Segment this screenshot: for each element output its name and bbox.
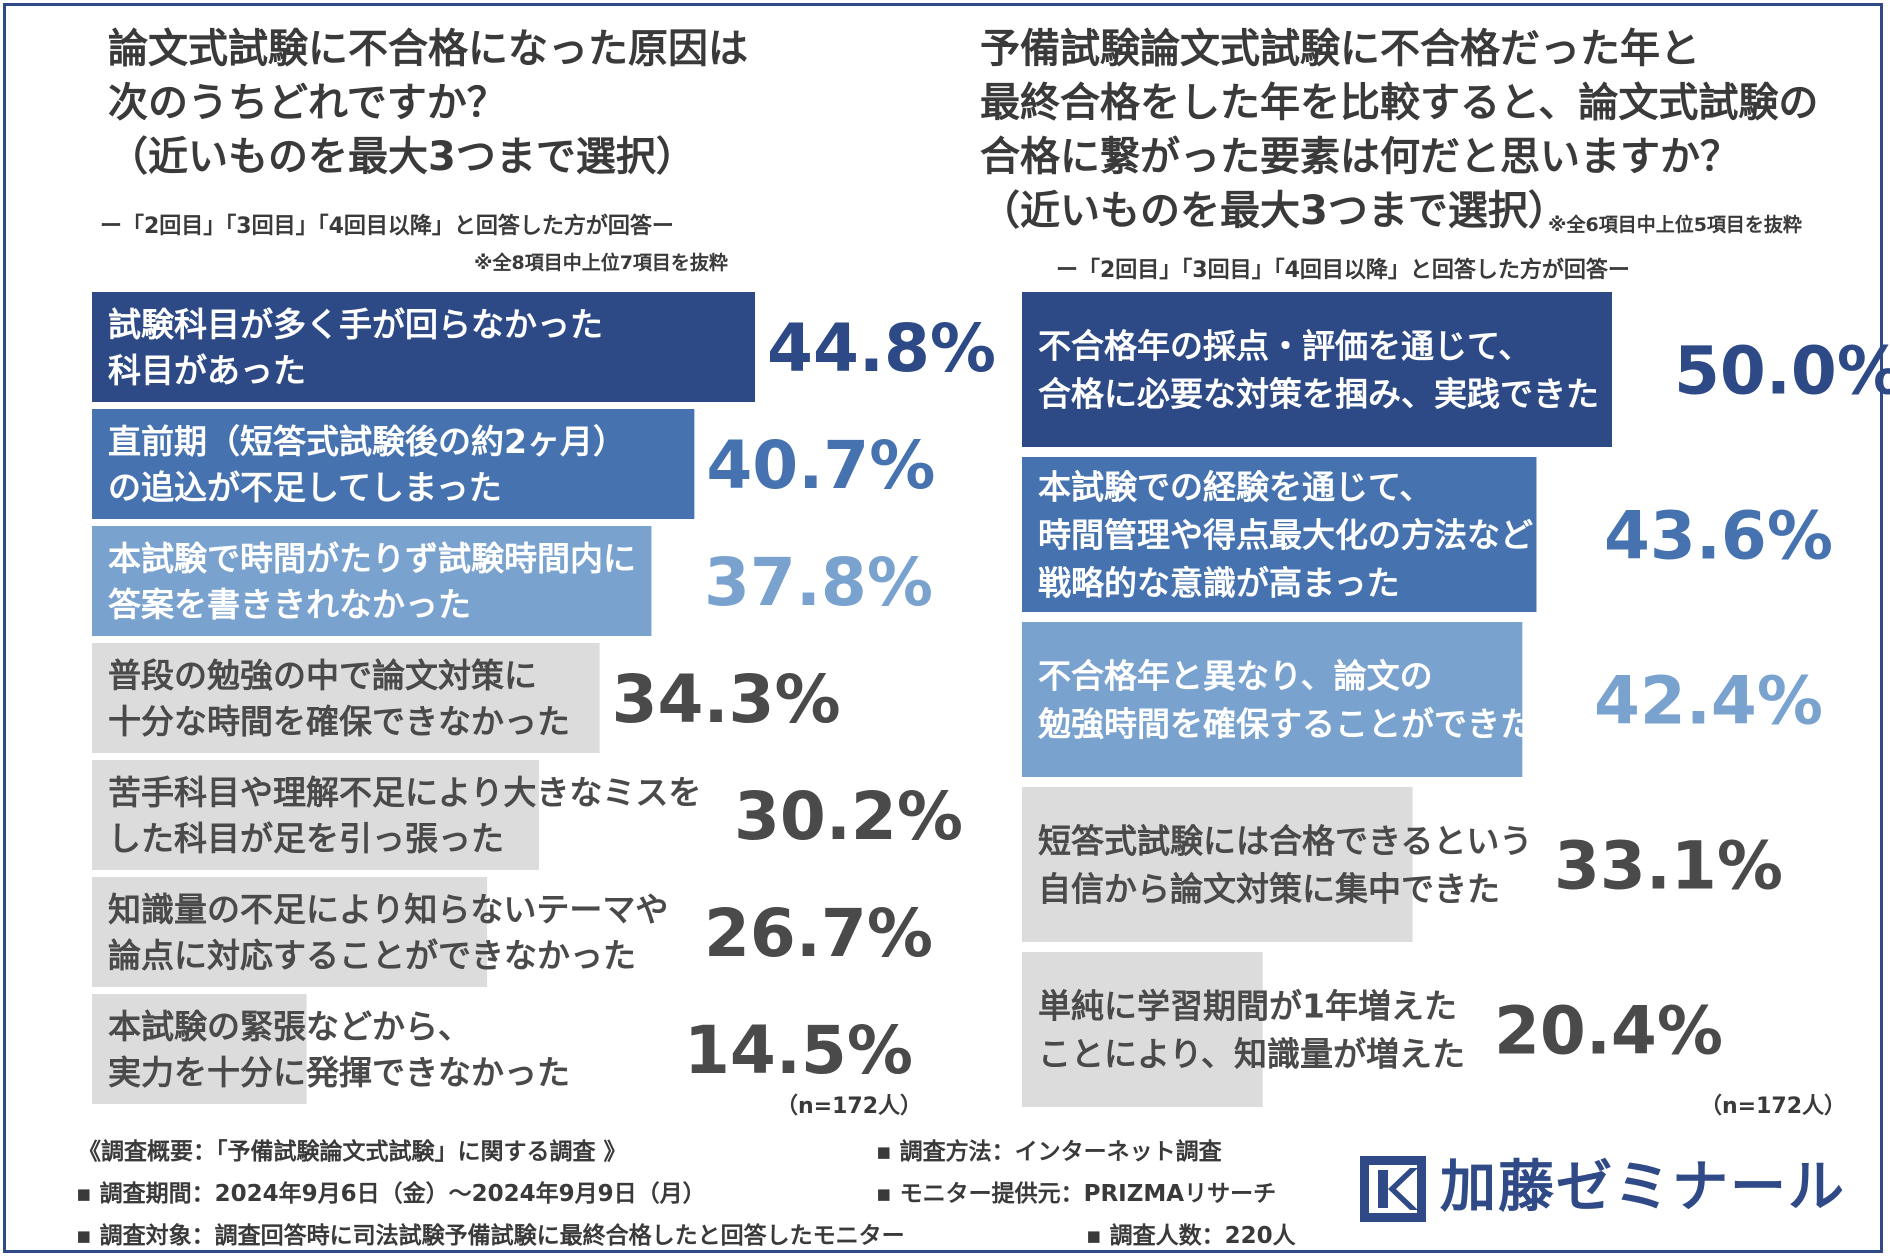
right-chart-subtitle: ー「2回目」「3回目」「4回目以降」と回答した方が回答ー xyxy=(1056,258,1630,283)
bar-2 xyxy=(92,409,695,519)
bar-5 xyxy=(92,760,539,870)
bar-value-4: 34.3% xyxy=(612,661,841,738)
bar-value-1: 44.8% xyxy=(767,310,996,387)
left-chart-note: ※全8項目中上位7項目を抜粋 xyxy=(474,252,728,274)
bar-7 xyxy=(92,994,307,1104)
bar-5 xyxy=(1022,952,1263,1107)
bar-label-2-line-2: 時間管理や得点最大化の方法など xyxy=(1038,516,1533,555)
survey-summary: 《調査概要：「予備試験論文式試験」に関する調査 》 xyxy=(78,1139,627,1165)
bar-1 xyxy=(92,292,756,402)
survey-count: ▪ 調査人数：220人 xyxy=(1086,1223,1296,1249)
bar-label-3-line-1: 本試験で時間がたりず試験時間内に xyxy=(108,539,636,578)
bar-value-5: 20.4% xyxy=(1494,993,1723,1070)
bar-4 xyxy=(1022,787,1413,942)
bar-6 xyxy=(92,877,488,987)
bar-value-5: 30.2% xyxy=(734,778,963,855)
bar-label-3-line-2: 勉強時間を確保することができた xyxy=(1037,705,1533,744)
right-bar-chart: 不合格年の採点・評価を通じて、合格に必要な対策を掴み、実践できた 50.0% 本試験… xyxy=(1022,292,1890,1107)
bar-label-1-line-2: 科目があった xyxy=(108,351,306,390)
bar-label-1-line-2: 合格に必要な対策を掴み、実践できた xyxy=(1038,375,1599,414)
bar-value-6: 26.7% xyxy=(704,895,933,972)
survey-monitor: ▪ モニター提供元：PRIZMAリサーチ xyxy=(876,1181,1277,1207)
bar-3 xyxy=(92,526,652,636)
bar-label-3-line-2: 答案を書ききれなかった xyxy=(108,585,471,624)
bar-label-7-line-1: 本試験の緊張などから、 xyxy=(108,1007,471,1046)
bar-label-1-line-1: 試験科目が多く手が回らなかった xyxy=(108,305,603,344)
bar-value-4: 33.1% xyxy=(1554,828,1783,905)
survey-method: ▪ 調査方法：インターネット調査 xyxy=(876,1139,1222,1165)
bar-value-1: 50.0% xyxy=(1674,333,1890,410)
bar-label-6-line-1: 知識量の不足により知らないテーマや xyxy=(108,890,668,929)
bar-label-5-line-1: 苦手科目や理解不足により大きなミスを xyxy=(108,773,701,812)
frame-border xyxy=(3,3,1883,1253)
left-chart-subtitle: ー「2回目」「3回目」「4回目以降」と回答した方が回答ー xyxy=(100,214,674,239)
kato-seminar-logo-icon xyxy=(1360,1156,1426,1222)
bar-1 xyxy=(1022,292,1612,447)
bar-label-4-line-2: 自信から論文対策に集中できた xyxy=(1038,870,1500,909)
right-chart-note: ※全6項目中上位5項目を抜粋 xyxy=(1548,214,1802,236)
survey-target: ▪ 調査対象：調査回答時に司法試験予備試験に最終合格したと回答したモニター xyxy=(76,1223,905,1249)
bar-value-3: 37.8% xyxy=(704,544,933,621)
bar-value-2: 40.7% xyxy=(706,427,935,504)
bar-label-4-line-1: 短答式試験には合格できるという xyxy=(1038,822,1532,861)
bar-value-3: 42.4% xyxy=(1594,663,1823,740)
bar-label-6-line-2: 論点に対応することができなかった xyxy=(108,936,636,975)
left-sample-size: （n=172人） xyxy=(776,1094,923,1119)
bar-4 xyxy=(92,643,600,753)
bar-2 xyxy=(1022,457,1537,612)
survey-period: ▪ 調査期間：2024年9月6日（金）〜2024年9月9日（月） xyxy=(76,1181,706,1207)
company-logo: 加藤ゼミナール xyxy=(1358,1148,1844,1228)
bar-label-2-line-3: 戦略的な意識が高まった xyxy=(1038,564,1400,603)
left-chart-title: 論文式試験に不合格になった原因は 次のうちどれですか？ （近いものを最大3つまで… xyxy=(108,26,748,180)
bar-label-7-line-2: 実力を十分に発揮できなかった xyxy=(108,1053,570,1092)
right-chart-title: 予備試験論文式試験に不合格だった年と 最終合格をした年を比較すると、論文式試験の… xyxy=(980,26,1819,234)
bar-value-7: 14.5% xyxy=(684,1012,913,1089)
bar-label-2-line-1: 本試験での経験を通じて、 xyxy=(1038,468,1432,507)
bar-label-3-line-1: 不合格年と異なり、論文の xyxy=(1038,657,1433,696)
bar-label-1-line-1: 不合格年の採点・評価を通じて、 xyxy=(1038,327,1531,366)
bar-label-4-line-1: 普段の勉強の中で論文対策に xyxy=(108,656,537,695)
bar-label-2-line-1: 直前期（短答式試験後の約2ヶ月） xyxy=(108,422,626,461)
bar-value-2: 43.6% xyxy=(1604,498,1833,575)
logo-text: 加藤ゼミナール xyxy=(1440,1155,1846,1220)
bar-label-5-line-2: ことにより、知識量が増えた xyxy=(1038,1035,1465,1074)
right-sample-size: （n=172人） xyxy=(1700,1094,1847,1119)
bar-label-5-line-1: 単純に学習期間が1年増えた xyxy=(1038,987,1457,1026)
bar-label-2-line-2: の追込が不足してしまった xyxy=(108,468,502,507)
bar-label-4-line-2: 十分な時間を確保できなかった xyxy=(108,702,570,741)
bar-label-5-line-2: した科目が足を引っ張った xyxy=(108,819,504,858)
bar-3 xyxy=(1022,622,1523,777)
